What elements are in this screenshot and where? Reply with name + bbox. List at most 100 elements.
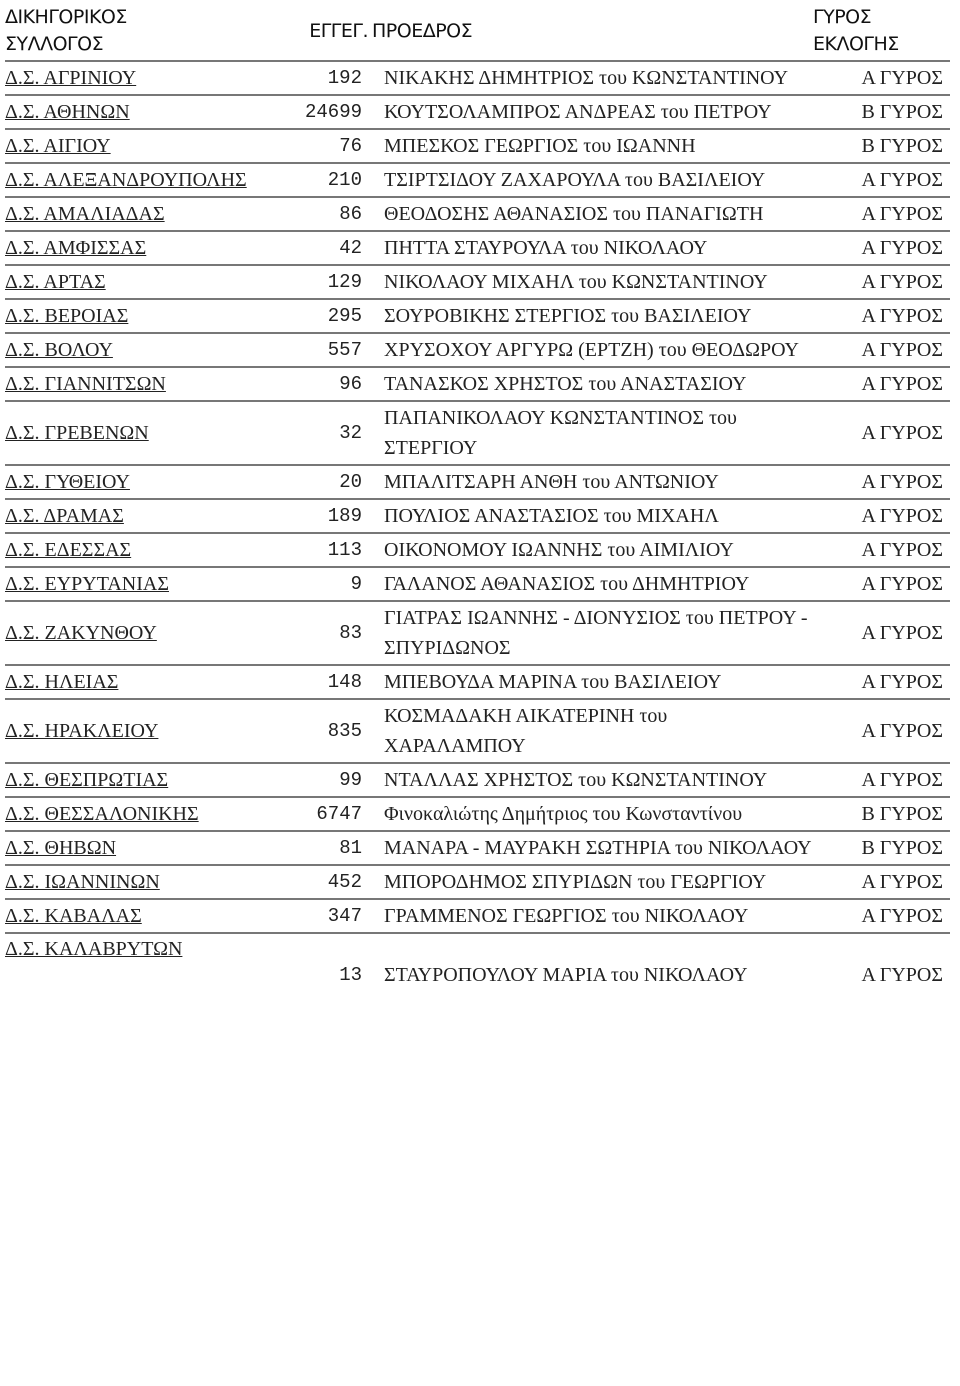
- election-round: Α ΓΥΡΟΣ: [813, 601, 950, 666]
- association-link[interactable]: Δ.Σ. ΓΙΑΝΝΙΤΣΩΝ: [5, 373, 166, 395]
- election-round: Α ΓΥΡΟΣ: [813, 699, 950, 764]
- table-row: Δ.Σ. ΓΥΘΕΙΟΥ 20 ΜΠΑΛΙΤΣΑΡΗ ΑΝΘΗ του ΑΝΤΩΝΙ…: [5, 465, 950, 500]
- registered-count: 42: [285, 231, 368, 266]
- election-round: Α ΓΥΡΟΣ: [813, 401, 950, 466]
- table-row: Δ.Σ. ΗΛΕΙΑΣ 148 ΜΠΕΒΟΥΔΑ ΜΑΡΙΝΑ του ΒΑΣΙΛΕ…: [5, 665, 950, 700]
- association-link[interactable]: Δ.Σ. ΑΡΤΑΣ: [5, 271, 106, 293]
- association-cell: Δ.Σ. ΘΗΒΩΝ: [5, 831, 285, 866]
- election-round: Α ΓΥΡΟΣ: [813, 865, 950, 900]
- election-round: Α ΓΥΡΟΣ: [813, 367, 950, 402]
- registered-count: 129: [285, 265, 368, 300]
- election-round: Α ΓΥΡΟΣ: [813, 299, 950, 334]
- association-cell: Δ.Σ. ΔΡΑΜΑΣ: [5, 499, 285, 534]
- header-association: ΔΙΚΗΓΟΡΙΚΟΣ ΣΥΛΛΟΓΟΣ: [5, 0, 285, 62]
- table-row: Δ.Σ. ΔΡΑΜΑΣ 189 ΠΟΥΛΙΟΣ ΑΝΑΣΤΑΣΙΟΣ του ΜΙΧ…: [5, 499, 950, 534]
- president-name: ΠΑΠΑΝΙΚΟΛΑΟΥ ΚΩΝΣΤΑΝΤΙΝΟΣ του ΣΤΕΡΓΙΟΥ: [368, 401, 813, 466]
- table-row: Δ.Σ. ΗΡΑΚΛΕΙΟΥ 835 ΚΟΣΜΑΔΑΚΗ ΑΙΚΑΤΕΡΙΝΗ το…: [5, 699, 950, 764]
- association-link[interactable]: Δ.Σ. ΔΡΑΜΑΣ: [5, 505, 124, 527]
- header-president: ΠΡΟΕΔΡΟΣ: [368, 0, 813, 62]
- election-round: Α ΓΥΡΟΣ: [813, 499, 950, 534]
- president-name: ΝΙΚΟΛΑΟΥ ΜΙΧΑΗΛ του ΚΩΝΣΤΑΝΤΙΝΟΥ: [368, 265, 813, 300]
- election-round: Α ΓΥΡΟΣ: [813, 665, 950, 700]
- association-link[interactable]: Δ.Σ. ΘΗΒΩΝ: [5, 837, 117, 859]
- association-cell: Δ.Σ. ΒΕΡΟΙΑΣ: [5, 299, 285, 334]
- association-link[interactable]: Δ.Σ. ΑΜΑΛΙΑΔΑΣ: [5, 203, 165, 225]
- association-link[interactable]: Δ.Σ. ΑΛΕΞΑΝΔΡΟΥΠΟΛΗΣ: [5, 169, 247, 191]
- table-row: Δ.Σ. ΑΜΦΙΣΣΑΣ 42 ΠΗΤΤΑ ΣΤΑΥΡΟΥΛΑ του ΝΙΚΟΛ…: [5, 231, 950, 266]
- table-row: Δ.Σ. ΓΙΑΝΝΙΤΣΩΝ 96 ΤΑΝΑΣΚΟΣ ΧΡΗΣΤΟΣ του ΑΝ…: [5, 367, 950, 402]
- table-row: Δ.Σ. ΘΕΣΠΡΩΤΙΑΣ 99 ΝΤΑΛΛΑΣ ΧΡΗΣΤΟΣ του ΚΩΝ…: [5, 763, 950, 798]
- president-name: ΣΤΑΥΡΟΠΟΥΛΟΥ ΜΑΡΙΑ του ΝΙΚΟΛΑΟΥ: [384, 964, 748, 986]
- association-cell: Δ.Σ. ΕΥΡΥΤΑΝΙΑΣ: [5, 567, 285, 602]
- registered-count: 452: [285, 865, 368, 900]
- association-link[interactable]: Δ.Σ. ΑΜΦΙΣΣΑΣ: [5, 237, 147, 259]
- president-name: ΚΟΥΤΣΟΛΑΜΠΡΟΣ ΑΝΔΡΕΑΣ του ΠΕΤΡΟΥ: [368, 95, 813, 130]
- election-round: Β ΓΥΡΟΣ: [813, 831, 950, 866]
- association-cell: Δ.Σ. ΚΑΒΑΛΑΣ: [5, 899, 285, 934]
- table-row: Δ.Σ. ΑΘΗΝΩΝ 24699 ΚΟΥΤΣΟΛΑΜΠΡΟΣ ΑΝΔΡΕΑΣ το…: [5, 95, 950, 130]
- association-cell: Δ.Σ. ΕΔΕΣΣΑΣ: [5, 533, 285, 568]
- table-row: Δ.Σ. ΒΟΛΟΥ 557 ΧΡΥΣΟΧΟΥ ΑΡΓΥΡΩ (ΕΡΤΖΗ) του…: [5, 333, 950, 368]
- election-round: Α ΓΥΡΟΣ: [813, 197, 950, 232]
- registered-count: 13: [339, 964, 362, 986]
- president-name: ΜΑΝΑΡΑ - ΜΑΥΡΑΚΗ ΣΩΤΗΡΙΑ του ΝΙΚΟΛΑΟΥ: [368, 831, 813, 866]
- registered-count: 295: [285, 299, 368, 334]
- president-name: ΘΕΟΔΟΣΗΣ ΑΘΑΝΑΣΙΟΣ του ΠΑΝΑΓΙΩΤΗ: [368, 197, 813, 232]
- registered-count: 148: [285, 665, 368, 700]
- election-round: Α ΓΥΡΟΣ: [813, 465, 950, 500]
- table-row: Δ.Σ. ΑΛΕΞΑΝΔΡΟΥΠΟΛΗΣ 210 ΤΣΙΡΤΣΙΔΟΥ ΖΑΧΑΡΟ…: [5, 163, 950, 198]
- president-name: ΜΠΕΒΟΥΔΑ ΜΑΡΙΝΑ του ΒΑΣΙΛΕΙΟΥ: [368, 665, 813, 700]
- association-link[interactable]: Δ.Σ. ΓΥΘΕΙΟΥ: [5, 471, 130, 493]
- association-cell: Δ.Σ. ΗΡΑΚΛΕΙΟΥ: [5, 699, 285, 764]
- table-row: Δ.Σ. ΒΕΡΟΙΑΣ 295 ΣΟΥΡΟΒΙΚΗΣ ΣΤΕΡΓΙΟΣ του Β…: [5, 299, 950, 334]
- association-link[interactable]: Δ.Σ. ΒΕΡΟΙΑΣ: [5, 305, 129, 327]
- president-name: ΧΡΥΣΟΧΟΥ ΑΡΓΥΡΩ (ΕΡΤΖΗ) του ΘΕΟΔΩΡΟΥ: [368, 333, 813, 368]
- table-row: Δ.Σ. ΖΑΚΥΝΘΟΥ 83 ΓΙΑΤΡΑΣ ΙΩΑΝΝΗΣ - ΔΙΟΝΥΣΙ…: [5, 601, 950, 666]
- registered-count: 557: [285, 333, 368, 368]
- association-cell: Δ.Σ. ΖΑΚΥΝΘΟΥ: [5, 601, 285, 666]
- registered-count: 835: [285, 699, 368, 764]
- association-link[interactable]: Δ.Σ. ΑΙΓΙΟΥ: [5, 135, 111, 157]
- president-name: ΜΠΟΡΟΔΗΜΟΣ ΣΠΥΡΙΔΩΝ του ΓΕΩΡΓΙΟΥ: [368, 865, 813, 900]
- association-link[interactable]: Δ.Σ. ΚΑΛΑΒΡΥΤΩΝ: [5, 938, 183, 960]
- election-round: Β ΓΥΡΟΣ: [813, 797, 950, 832]
- association-link[interactable]: Δ.Σ. ΕΥΡΥΤΑΝΙΑΣ: [5, 573, 169, 595]
- table-row: Δ.Σ. ΑΜΑΛΙΑΔΑΣ 86 ΘΕΟΔΟΣΗΣ ΑΘΑΝΑΣΙΟΣ του Π…: [5, 197, 950, 232]
- header-registered: ΕΓΓΕΓ.: [285, 0, 369, 62]
- registered-count: 32: [285, 401, 368, 466]
- association-link[interactable]: Δ.Σ. ΕΔΕΣΣΑΣ: [5, 539, 132, 561]
- association-cell: Δ.Σ. ΑΙΓΙΟΥ: [5, 129, 285, 164]
- association-cell: Δ.Σ. ΑΓΡΙΝΙΟΥ: [5, 61, 285, 96]
- association-link[interactable]: Δ.Σ. ΗΡΑΚΛΕΙΟΥ: [5, 720, 159, 742]
- president-name: ΜΠΑΛΙΤΣΑΡΗ ΑΝΘΗ του ΑΝΤΩΝΙΟΥ: [368, 465, 813, 500]
- registered-count: 192: [285, 61, 368, 96]
- table-row: Δ.Σ. ΑΓΡΙΝΙΟΥ 192 ΝΙΚΑΚΗΣ ΔΗΜΗΤΡΙΟΣ του ΚΩ…: [5, 61, 950, 96]
- association-cell: Δ.Σ. ΙΩΑΝΝΙΝΩΝ: [5, 865, 285, 900]
- registered-count: 113: [285, 533, 368, 568]
- association-cell: Δ.Σ. ΓΥΘΕΙΟΥ: [5, 465, 285, 500]
- association-link[interactable]: Δ.Σ. ΚΑΒΑΛΑΣ: [5, 905, 142, 927]
- association-link[interactable]: Δ.Σ. ΖΑΚΥΝΘΟΥ: [5, 622, 157, 644]
- election-round: Α ΓΥΡΟΣ: [813, 899, 950, 934]
- association-link[interactable]: Δ.Σ. ΘΕΣΣΑΛΟΝΙΚΗΣ: [5, 803, 199, 825]
- election-round: Α ΓΥΡΟΣ: [813, 763, 950, 798]
- association-cell: Δ.Σ. ΑΜΦΙΣΣΑΣ: [5, 231, 285, 266]
- association-link[interactable]: Δ.Σ. ΒΟΛΟΥ: [5, 339, 113, 361]
- association-link[interactable]: Δ.Σ. ΗΛΕΙΑΣ: [5, 671, 119, 693]
- president-name: ΝΤΑΛΛΑΣ ΧΡΗΣΤΟΣ του ΚΩΝΣΤΑΝΤΙΝΟΥ: [368, 763, 813, 798]
- association-cell: Δ.Σ. ΘΕΣΣΑΛΟΝΙΚΗΣ: [5, 797, 285, 832]
- association-link[interactable]: Δ.Σ. ΘΕΣΠΡΩΤΙΑΣ: [5, 769, 169, 791]
- association-link[interactable]: Δ.Σ. ΙΩΑΝΝΙΝΩΝ: [5, 871, 160, 893]
- association-link[interactable]: Δ.Σ. ΓΡΕΒΕΝΩΝ: [5, 422, 149, 444]
- registered-count: 83: [285, 601, 368, 666]
- registered-count: 76: [285, 129, 368, 164]
- registered-count: 210: [285, 163, 368, 198]
- association-cell: Δ.Σ. ΚΑΛΑΒΡΥΤΩΝ: [5, 933, 285, 1004]
- association-link[interactable]: Δ.Σ. ΑΓΡΙΝΙΟΥ: [5, 67, 137, 89]
- president-name: ΣΟΥΡΟΒΙΚΗΣ ΣΤΕΡΓΙΟΣ του ΒΑΣΙΛΕΙΟΥ: [368, 299, 813, 334]
- election-round: Α ΓΥΡΟΣ: [813, 567, 950, 602]
- table-row: Δ.Σ. ΘΕΣΣΑΛΟΝΙΚΗΣ 6747 Φινοκαλιώτης Δημήτρ…: [5, 797, 950, 832]
- president-name: ΤΣΙΡΤΣΙΔΟΥ ΖΑΧΑΡΟΥΛΑ του ΒΑΣΙΛΕΙΟΥ: [368, 163, 813, 198]
- association-cell: Δ.Σ. ΒΟΛΟΥ: [5, 333, 285, 368]
- association-link[interactable]: Δ.Σ. ΑΘΗΝΩΝ: [5, 101, 130, 123]
